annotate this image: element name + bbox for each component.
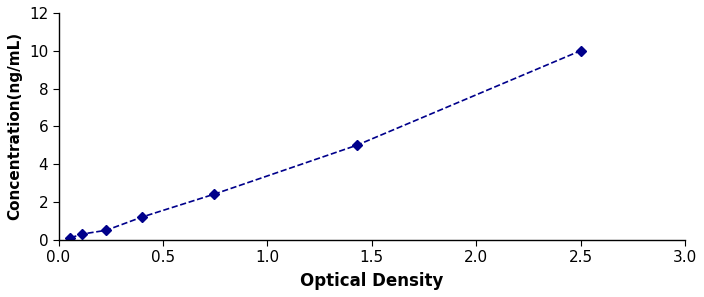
Y-axis label: Concentration(ng/mL): Concentration(ng/mL) — [7, 32, 22, 220]
X-axis label: Optical Density: Optical Density — [300, 272, 444, 290]
